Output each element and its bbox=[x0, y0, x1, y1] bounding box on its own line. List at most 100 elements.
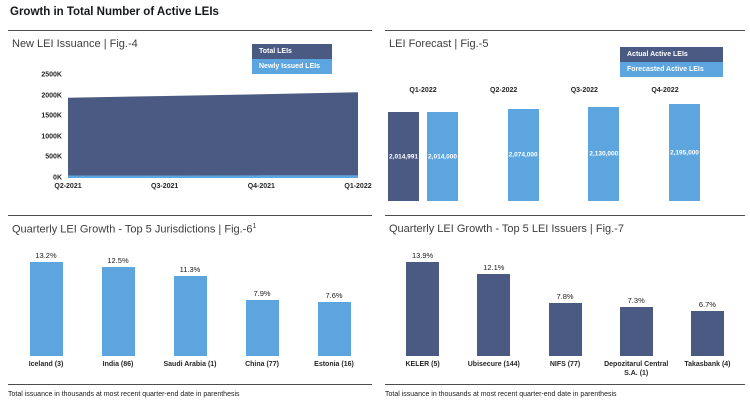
bar-stack: 6.7% bbox=[690, 244, 724, 356]
bar-column: 7.8% NIFS (77) bbox=[529, 244, 600, 382]
value-bar bbox=[477, 274, 511, 356]
legend-item: Newly Issued LEIs bbox=[252, 59, 332, 74]
fig6-footnote: Total issuance in thousands at most rece… bbox=[8, 384, 372, 409]
bar-column: 7.3% Depozitarul Central S.A. (1) bbox=[601, 244, 672, 382]
fig5-legend: Actual Active LEIs Forecasted Active LEIs bbox=[620, 47, 723, 77]
bar-category-label: Iceland (3) bbox=[28, 361, 64, 368]
bar-column: 11.3% Saudi Arabia (1) bbox=[154, 244, 226, 382]
y-tick-label: 1000K bbox=[41, 133, 62, 141]
value-bar bbox=[101, 267, 135, 356]
bar-percent-label: 12.5% bbox=[107, 256, 129, 265]
bar-value-label: 2,195,000 bbox=[670, 149, 699, 156]
bar-percent-label: 7.3% bbox=[627, 295, 645, 305]
panel-fig7: Quarterly LEI Growth - Top 5 LEI Issuers… bbox=[385, 215, 745, 384]
fig4-x-axis: Q2-2021 Q3-2021 Q4-2021 Q1-2022 bbox=[54, 183, 371, 195]
forecast-bar: 2,195,000 bbox=[668, 104, 700, 201]
total-leis-area bbox=[68, 92, 358, 178]
bar-value-label: 2,014,000 bbox=[428, 153, 457, 160]
fig4-area-chart: 2500K 2000K 1500K 1000K 500K 0K Q2-2021 Q3-202… bbox=[16, 71, 371, 199]
page-title: Growth in Total Number of Active LEIs bbox=[10, 6, 219, 18]
bar-stack: 13.9% bbox=[406, 244, 440, 356]
value-bar bbox=[406, 262, 440, 356]
forecast-group: Q4-2022 2,195,000 bbox=[630, 87, 700, 201]
panel-fig5: LEI Forecast | Fig.-5 Actual Active LEIs… bbox=[385, 30, 745, 215]
forecast-category-label: Q1-2022 bbox=[409, 87, 437, 94]
forecast-bar: 2,014,000 bbox=[427, 112, 458, 201]
bar-category-label: Saudi Arabia (1) bbox=[163, 361, 217, 368]
forecast-group: Q1-2022 2,014,991 2,014,000 bbox=[388, 87, 458, 201]
value-bar bbox=[317, 301, 351, 356]
forecast-group: Q3-2022 2,130,000 bbox=[549, 87, 620, 201]
fig6-title-superscript: 1 bbox=[252, 223, 257, 230]
forecast-group: Q2-2022 2,074,000 bbox=[469, 87, 539, 201]
value-bar bbox=[29, 262, 63, 356]
fig4-y-axis: 2500K 2000K 1500K 1000K 500K 0K bbox=[16, 71, 62, 182]
value-bar bbox=[548, 303, 582, 356]
panel-fig4: New LEI Issuance | Fig.-4 Total LEIs Newl… bbox=[8, 30, 372, 215]
bar-percent-label: 13.2% bbox=[35, 251, 57, 260]
fig4-title: New LEI Issuance | Fig.-4 bbox=[12, 38, 138, 50]
x-tick-label: Q1-2022 bbox=[344, 183, 372, 190]
newly-issued-leis-area bbox=[68, 175, 358, 178]
forecast-bar-pair: 2,014,991 2,014,000 bbox=[388, 101, 458, 201]
x-tick-label: Q4-2021 bbox=[247, 183, 275, 190]
bar-category-label: China (77) bbox=[245, 361, 279, 368]
bar-value-label: 2,074,000 bbox=[508, 151, 538, 159]
bar-column: 13.2% Iceland (3) bbox=[10, 244, 82, 382]
bar-value-label: 2,014,991 bbox=[389, 153, 418, 160]
bar-category-label: Depozitarul Central S.A. (1) bbox=[604, 361, 669, 377]
bar-column: 12.1% Ubisecure (144) bbox=[458, 244, 529, 382]
bar-category-label: Takasbank (4) bbox=[684, 361, 731, 368]
y-tick-label: 1500K bbox=[41, 112, 62, 120]
value-bar bbox=[619, 306, 653, 356]
bar-stack: 12.5% bbox=[101, 244, 135, 356]
bar-percent-label: 13.9% bbox=[411, 251, 434, 260]
bar-category-label: Estonia (16) bbox=[314, 361, 354, 368]
fig4-legend: Total LEIs Newly Issued LEIs bbox=[252, 44, 332, 74]
bar-stack: 11.3% bbox=[173, 244, 207, 356]
bar-column: 13.9% KELER (5) bbox=[387, 244, 458, 382]
y-tick-label: 0K bbox=[53, 174, 62, 182]
x-tick-label: Q3-2021 bbox=[151, 183, 179, 190]
bar-column: 7.9% China (77) bbox=[226, 244, 298, 382]
panel-fig6: Quarterly LEI Growth - Top 5 Jurisdictio… bbox=[8, 215, 372, 384]
y-tick-label: 2500K bbox=[41, 71, 62, 79]
bar-category-label: Ubisecure (144) bbox=[467, 361, 520, 368]
bar-column: 6.7% Takasbank (4) bbox=[672, 244, 743, 382]
legend-item: Forecasted Active LEIs bbox=[620, 62, 723, 77]
bar-stack: 13.2% bbox=[29, 244, 63, 356]
fig5-bar-chart: Q1-2022 2,014,991 2,014,000 Q2-2022 2,074,00… bbox=[388, 87, 700, 201]
legend-item: Actual Active LEIs bbox=[620, 47, 723, 62]
bar-percent-label: 7.6% bbox=[325, 290, 343, 300]
bar-percent-label: 6.7% bbox=[698, 299, 716, 309]
forecast-bar: 2,074,000 bbox=[507, 109, 539, 201]
forecast-bar-pair: 2,074,000 bbox=[469, 101, 539, 201]
bar-category-label: NIFS (77) bbox=[549, 361, 581, 368]
bar-value-label: 2,130,000 bbox=[589, 150, 619, 158]
bar-column: 7.6% Estonia (16) bbox=[298, 244, 370, 382]
bar-percent-label: 7.9% bbox=[253, 288, 271, 298]
bar-stack: 7.6% bbox=[317, 244, 351, 356]
bar-stack: 7.8% bbox=[548, 244, 582, 356]
forecast-bar-pair: 2,195,000 bbox=[630, 101, 700, 201]
y-tick-label: 2000K bbox=[41, 92, 62, 100]
y-tick-label: 500K bbox=[45, 153, 62, 161]
bar-column: 12.5% India (86) bbox=[82, 244, 154, 382]
charts-grid: New LEI Issuance | Fig.-4 Total LEIs Newl… bbox=[8, 30, 745, 409]
fig6-bar-chart: 13.2% Iceland (3) 12.5% India (86) 11.3% Saud… bbox=[10, 244, 370, 382]
bar-stack: 7.3% bbox=[619, 244, 653, 356]
value-bar bbox=[245, 299, 279, 356]
bar-percent-label: 7.8% bbox=[556, 292, 574, 302]
bar-category-label: India (86) bbox=[102, 361, 134, 368]
fig6-title-text: Quarterly LEI Growth - Top 5 Jurisdictio… bbox=[12, 223, 253, 236]
bar-percent-label: 11.3% bbox=[179, 264, 201, 274]
legend-item: Total LEIs bbox=[252, 44, 332, 59]
actual-bar: 2,014,991 bbox=[388, 112, 419, 201]
forecast-bar-pair: 2,130,000 bbox=[549, 101, 620, 201]
forecast-category-label: Q3-2022 bbox=[570, 87, 598, 94]
fig5-title: LEI Forecast | Fig.-5 bbox=[389, 38, 489, 50]
fig7-title: Quarterly LEI Growth - Top 5 LEI Issuers… bbox=[389, 223, 624, 235]
forecast-bar: 2,130,000 bbox=[588, 106, 620, 201]
value-bar bbox=[173, 275, 207, 356]
x-tick-label: Q2-2021 bbox=[54, 183, 82, 190]
